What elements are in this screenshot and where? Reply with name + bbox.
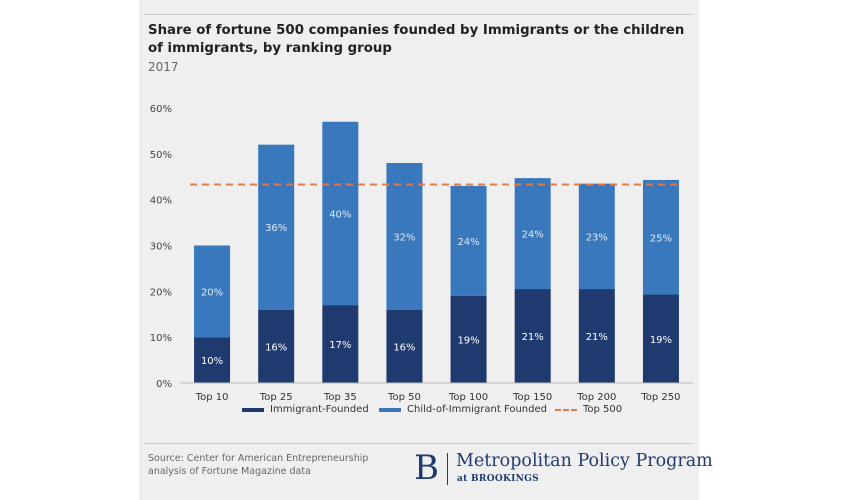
top-rule [144, 14, 693, 15]
brookings-logo-letter: B [414, 448, 439, 488]
bar-immigrant-founded [642, 294, 679, 383]
data-label: 10% [201, 356, 223, 367]
legend-swatch-immigrant [242, 407, 264, 412]
legend: Immigrant-Founded Child-of-Immigrant Fou… [148, 404, 693, 420]
data-label: 21% [522, 332, 544, 343]
data-label: 25% [650, 233, 672, 244]
bar-immigrant-founded [386, 309, 423, 383]
x-tick-label: Top 100 [448, 392, 488, 403]
bar-child-of-immigrant-founded [450, 185, 487, 296]
x-tick-label: Top 200 [576, 392, 616, 403]
program-name: Metropolitan Policy Program [456, 451, 713, 471]
data-label: 16% [265, 342, 287, 353]
legend-item-immigrant: Immigrant-Founded [242, 404, 369, 415]
bar-child-of-immigrant-founded [642, 179, 679, 295]
x-tick-label: Top 10 [195, 392, 229, 403]
program-affiliation: at BROOKINGS [457, 474, 539, 484]
data-label: 40% [329, 209, 351, 220]
y-tick-label: 60% [150, 104, 172, 115]
x-tick-label: Top 35 [323, 392, 357, 403]
bar-child-of-immigrant-founded [578, 183, 615, 290]
legend-label-child: Child-of-Immigrant Founded [407, 404, 547, 415]
bar-immigrant-founded [450, 295, 487, 383]
y-tick-label: 10% [150, 333, 172, 344]
data-label: 24% [522, 230, 544, 241]
legend-label-top500: Top 500 [583, 404, 623, 415]
data-label: 24% [457, 237, 479, 248]
chart-subtitle: 2017 [148, 60, 179, 74]
chart-title: Share of fortune 500 companies founded b… [148, 23, 685, 56]
data-label: 20% [201, 287, 223, 298]
x-tick-label: Top 150 [512, 392, 552, 403]
logo-divider [447, 453, 448, 485]
legend-item-top500: Top 500 [555, 404, 622, 415]
y-tick-label: 50% [150, 150, 172, 161]
x-tick-label: Top 250 [640, 392, 680, 403]
x-tick-label: Top 25 [259, 392, 293, 403]
y-tick-label: 30% [150, 242, 172, 253]
legend-label-immigrant: Immigrant-Founded [270, 404, 369, 415]
bar-immigrant-founded [258, 309, 295, 383]
data-label: 23% [586, 232, 608, 243]
bar-child-of-immigrant-founded [322, 121, 359, 306]
bottom-rule [144, 443, 693, 444]
legend-swatch-child [379, 407, 401, 412]
bar-immigrant-founded [322, 305, 359, 383]
bar-immigrant-founded [578, 289, 615, 383]
bar-child-of-immigrant-founded [258, 144, 295, 310]
y-tick-label: 0% [156, 379, 172, 390]
data-label: 32% [393, 232, 415, 243]
data-label: 17% [329, 340, 351, 351]
bar-immigrant-founded [514, 289, 551, 383]
bar-child-of-immigrant-founded [514, 178, 551, 290]
data-label: 19% [457, 335, 479, 346]
bar-child-of-immigrant-founded [194, 245, 231, 338]
bar-immigrant-founded [194, 337, 231, 383]
legend-swatch-top500 [555, 408, 577, 411]
data-label: 36% [265, 223, 287, 234]
data-label: 16% [393, 342, 415, 353]
y-tick-label: 20% [150, 287, 172, 298]
x-tick-label: Top 50 [387, 392, 421, 403]
data-label: 19% [650, 335, 672, 346]
legend-item-child: Child-of-Immigrant Founded [379, 404, 547, 415]
y-tick-label: 40% [150, 196, 172, 207]
bar-child-of-immigrant-founded [386, 163, 423, 310]
source-note: Source: Center for American Entrepreneur… [148, 453, 369, 477]
data-label: 21% [586, 332, 608, 343]
